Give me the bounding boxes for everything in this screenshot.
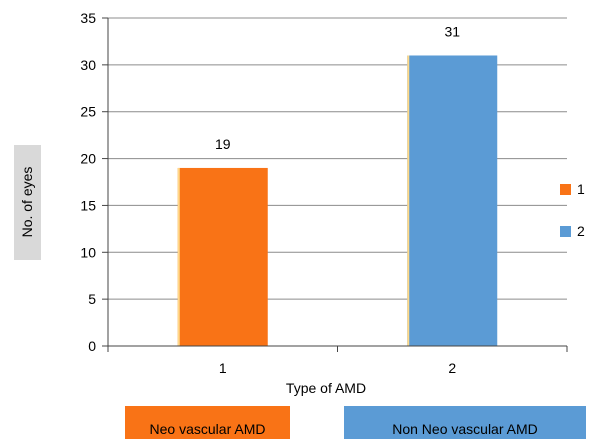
y-axis-label: No. of eyes	[19, 166, 35, 238]
legend-item-1: 1	[560, 181, 585, 197]
y-axis-label-background	[14, 145, 41, 260]
legend-item-2: 2	[560, 223, 585, 239]
bar	[177, 167, 268, 346]
y-tick-label: 15	[80, 197, 96, 213]
y-tick-label: 35	[80, 10, 96, 26]
legend-label-2: 2	[577, 223, 585, 239]
x-tick-label: 2	[448, 360, 456, 376]
y-tick-label: 20	[80, 151, 96, 167]
y-tick-labels: 0 5 10 15 20 25 30 35	[80, 10, 96, 354]
bars	[177, 55, 498, 346]
footer-neo-vascular-amd: Neo vascular AMD	[125, 406, 290, 439]
data-label: 19	[215, 136, 231, 152]
y-tick-label: 5	[88, 291, 96, 307]
bar	[407, 55, 498, 346]
y-tick-label: 0	[88, 338, 96, 354]
x-tick-label: 1	[219, 360, 227, 376]
legend-swatch-1	[560, 183, 571, 195]
y-tick-label: 25	[80, 104, 96, 120]
data-label: 31	[444, 23, 460, 39]
x-axis-label: Type of AMD	[285, 380, 367, 396]
legend-swatch-2	[560, 225, 571, 237]
footer-non-neo-vascular-amd: Non Neo vascular AMD	[344, 406, 586, 439]
y-tick-label: 10	[80, 244, 96, 260]
legend-label-1: 1	[577, 181, 585, 197]
y-tick-label: 30	[80, 57, 96, 73]
